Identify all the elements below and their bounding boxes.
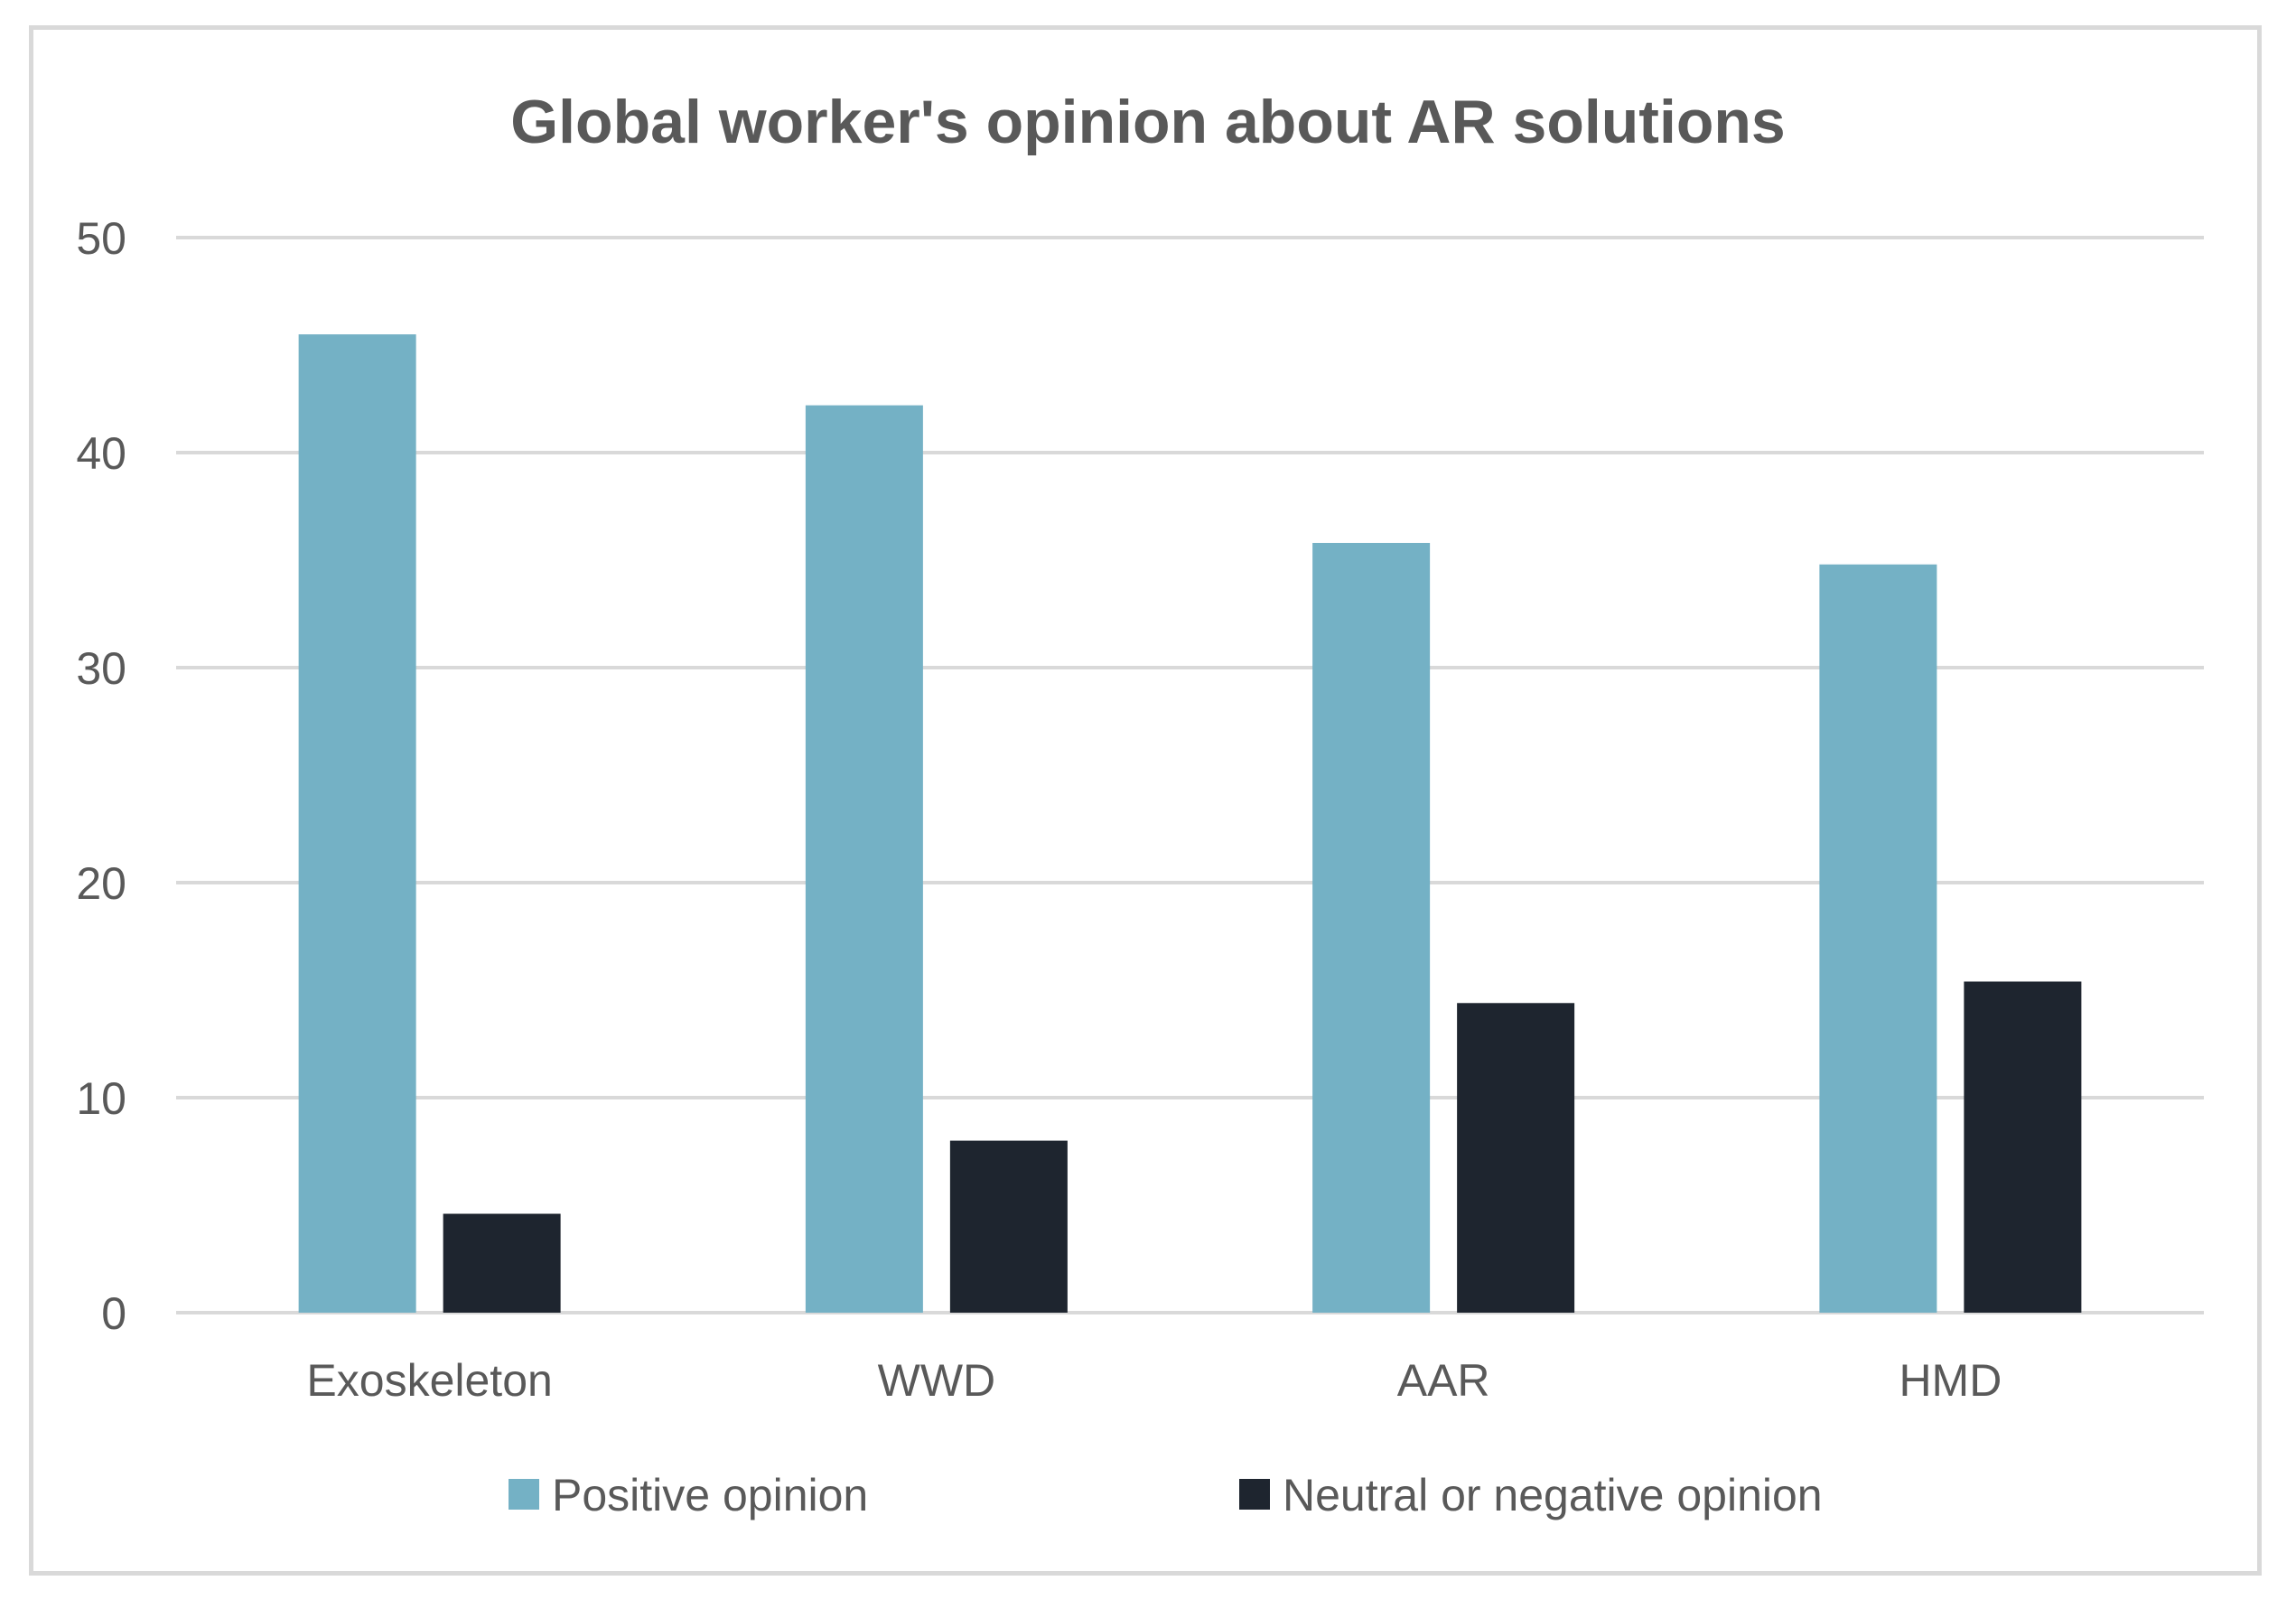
y-tick-label: 40	[76, 428, 126, 479]
x-axis-ticks: Exoskeleton WWD AAR HMD	[306, 1355, 2002, 1406]
bar-exoskeleton-positive	[298, 334, 416, 1314]
legend-label-1: Neutral or negative opinion	[1283, 1470, 1823, 1520]
bar-wwd-neutral-negative	[949, 1140, 1068, 1313]
x-tick-label: HMD	[1899, 1355, 2002, 1406]
y-tick-label: 50	[76, 213, 126, 264]
chart-title: Global worker's opinion about AR solutio…	[510, 88, 1785, 156]
y-axis-ticks: 0 10 20 30 40 50	[76, 213, 126, 1339]
x-tick-label: WWD	[878, 1355, 996, 1406]
legend: Positive opinion Neutral or negative opin…	[509, 1470, 1823, 1520]
legend-label-0: Positive opinion	[552, 1470, 868, 1520]
x-tick-label: AAR	[1397, 1355, 1490, 1406]
y-tick-label: 0	[101, 1288, 126, 1339]
bar-hmd-neutral-negative	[1964, 981, 2082, 1313]
bar-exoskeleton-neutral-negative	[443, 1213, 561, 1313]
bar-aar-positive	[1312, 542, 1431, 1313]
y-tick-label: 20	[76, 858, 126, 909]
legend-swatch-1	[1239, 1479, 1270, 1510]
x-tick-label: Exoskeleton	[306, 1355, 552, 1406]
legend-swatch-0	[509, 1479, 539, 1510]
y-tick-label: 30	[76, 643, 126, 694]
bar-hmd-positive	[1819, 564, 1937, 1313]
bar-wwd-positive	[805, 405, 923, 1313]
bar-aar-neutral-negative	[1457, 1003, 1575, 1313]
y-tick-label: 10	[76, 1073, 126, 1124]
bars	[298, 334, 2082, 1314]
